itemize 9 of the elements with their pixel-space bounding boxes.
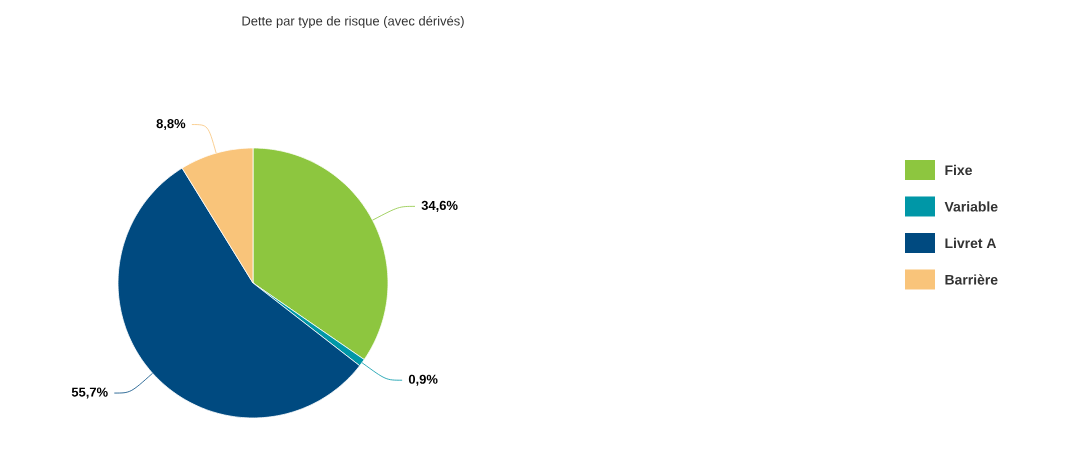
data-label: 0,9% [408,374,438,386]
legend-label: Fixe [945,164,972,176]
legend-label: Variable [944,201,998,212]
legend-label: Barrière [945,274,998,285]
chart-title: Dette par type de risque (avec dérivés) [242,15,464,29]
data-label: 8,8% [156,119,186,131]
data-label: 55,7% [71,387,108,399]
legend-label: Livret A [945,237,997,249]
data-label: 34,6% [421,200,458,212]
